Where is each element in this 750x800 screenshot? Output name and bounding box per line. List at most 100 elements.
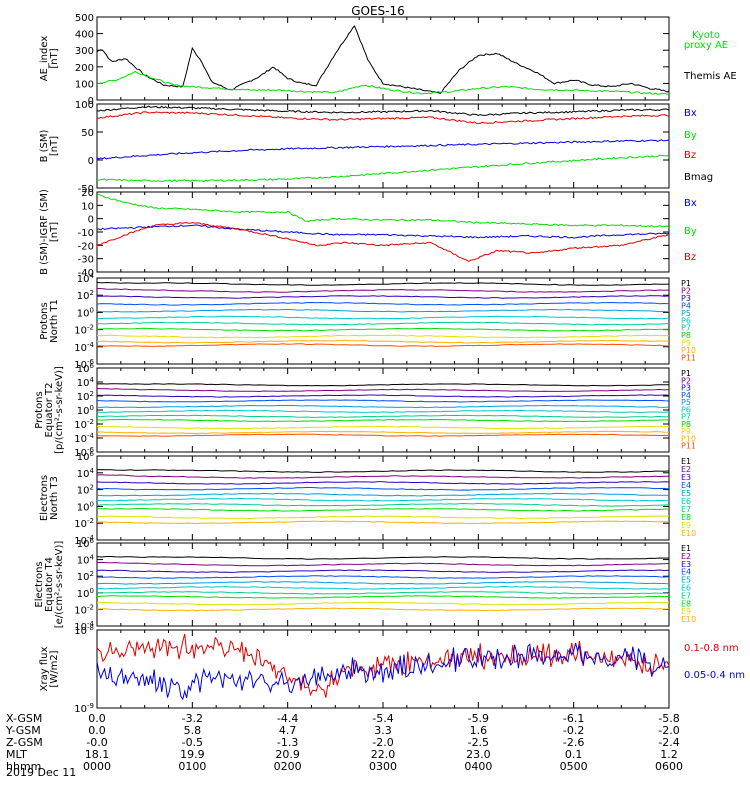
y-tick-label: 10-8	[74, 624, 94, 637]
legend-entry: E5	[681, 576, 691, 585]
ephemeris-cell: 5.8	[184, 724, 202, 737]
ephemeris-cell: -6.1	[563, 712, 584, 725]
ephemeris-cell: 0300	[369, 760, 397, 773]
panel-xray: 10-9 10-8 Xray flux[W/m2] 0.1-0.8 nm 0.05-0.…	[39, 624, 745, 715]
y-tick-label: 100	[77, 306, 94, 319]
y-tick-label: 50	[81, 128, 94, 139]
ephemeris-cell: -0.0	[86, 736, 107, 749]
ephemeris-cell: 0000	[83, 760, 111, 773]
channel-line-E2	[96, 474, 669, 479]
legend: Bx By Bz Bmag	[684, 108, 713, 183]
legend-entry: P6	[681, 316, 691, 325]
channel-line-E7	[96, 591, 669, 595]
y-tick-label: 10-2	[74, 324, 94, 337]
legend-entry: P1	[681, 369, 691, 378]
panel-frame	[96, 191, 670, 273]
y-tick-label: 106	[77, 537, 95, 550]
legend-entry: proxy AE	[684, 40, 728, 51]
legend-entry: Bmag	[684, 172, 713, 183]
channel-line-P9	[96, 334, 670, 339]
y-tick-label: 10-6	[74, 446, 94, 459]
ephemeris-cell: 0.0	[88, 712, 106, 725]
channel-line-P10	[96, 430, 670, 434]
y-tick-label: 10-6	[74, 358, 94, 371]
legend-entry: E7	[681, 591, 691, 600]
y-tick-label: 10-4	[74, 534, 94, 547]
series-line-green	[96, 193, 670, 228]
legend-entry: P7	[681, 324, 691, 333]
ephemeris-cell: 1.6	[470, 724, 488, 737]
y-tick-label: 102	[77, 570, 94, 583]
legend-entry: P7	[681, 413, 691, 422]
channel-line-E3	[96, 481, 670, 485]
series-line-green	[96, 154, 670, 183]
channel-line-P3	[97, 295, 670, 299]
series-line-red	[96, 221, 670, 262]
channel-line-P7	[96, 414, 669, 418]
channel-line-E10	[96, 607, 670, 612]
channel-line-E3	[96, 569, 670, 573]
y-tick-label: 10-4	[74, 341, 94, 354]
ephemeris-cell: 23.0	[466, 748, 491, 761]
legend-entry: By	[684, 226, 697, 237]
y-tick-label: -40	[78, 268, 94, 279]
legend-entry: P8	[681, 331, 691, 340]
ephemeris-cell: -2.5	[468, 736, 489, 749]
channel-line-P11	[96, 433, 670, 437]
channel-line-E5	[96, 492, 670, 497]
series-line-blue	[96, 224, 670, 239]
channel-line-E1	[96, 469, 670, 473]
legend-entry: E8	[681, 599, 691, 608]
y-tick-label: 10-9	[74, 702, 94, 715]
channel-line-P8	[96, 327, 669, 332]
channel-line-E4	[96, 575, 670, 579]
ephemeris-cell: -4.4	[277, 712, 298, 725]
date-label: 2019 Dec 11	[6, 766, 76, 779]
y-tick-label: 400	[75, 30, 94, 41]
channel-line-P4	[96, 399, 670, 403]
y-tick-label: 10-4	[74, 432, 94, 445]
panel-frame	[96, 367, 670, 453]
series-line-red	[96, 633, 670, 698]
legend-entry: P9	[681, 339, 691, 348]
legend-entry: P4	[681, 301, 691, 310]
ephemeris-cell: -0.2	[563, 724, 584, 737]
y-tick-label: -10	[78, 228, 94, 239]
y-axis-label: B (SM)-IGRF (SM)[nT]	[39, 189, 60, 275]
channel-line-P1	[96, 281, 670, 286]
channel-line-P2	[96, 288, 670, 293]
y-axis-label: ProtonsNorth T1	[39, 299, 60, 343]
panel-frame	[96, 455, 670, 541]
y-axis-label: ProtonsEquator T2[p/(cm²-s-sr-keV)]	[34, 366, 65, 454]
legend-entry: P9	[681, 427, 691, 436]
y-tick-label: 104	[77, 467, 95, 480]
legend-entry: P11	[681, 442, 696, 451]
legend-entry: By	[684, 130, 697, 141]
legend-entry: E1	[681, 544, 691, 553]
series-line-blue	[96, 642, 670, 701]
channel-line-P9	[97, 425, 669, 430]
ephemeris-cell: 0100	[178, 760, 206, 773]
legend-entry: P10	[681, 346, 696, 355]
channel-line-E5	[96, 581, 670, 585]
y-tick-label: 10-2	[74, 517, 94, 530]
y-tick-label: 102	[77, 390, 94, 403]
y-tick-label: 10	[81, 201, 94, 212]
ephemeris-cell: 0600	[655, 760, 683, 773]
legend-entry: 0.1-0.8 nm	[684, 643, 739, 654]
ephemeris-cell: 22.0	[371, 748, 396, 761]
y-tick-label: 104	[77, 554, 95, 567]
legend-entry: E9	[681, 521, 691, 530]
legend-entry: Bz	[684, 252, 696, 263]
legend-entry: E4	[681, 481, 691, 490]
legend-entry: P6	[681, 405, 691, 414]
legend-entry: Themis AE	[683, 71, 737, 82]
channel-line-E9	[96, 601, 669, 606]
ephemeris-cell: 0200	[274, 760, 302, 773]
legend-entry: P1	[681, 279, 691, 288]
ephemeris-cell: 18.1	[85, 748, 110, 761]
